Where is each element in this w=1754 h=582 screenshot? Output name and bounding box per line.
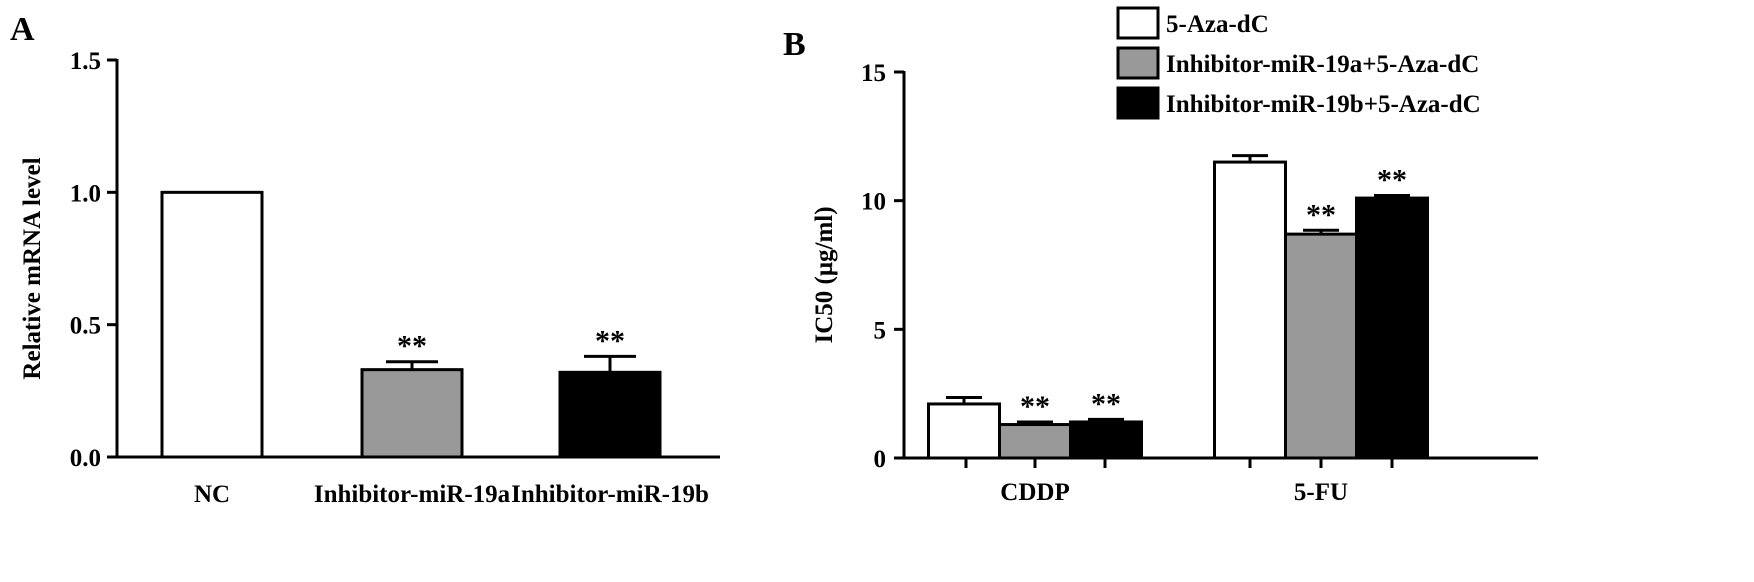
significance-marker-a: **	[397, 330, 427, 363]
category-label-a: NC	[194, 481, 230, 508]
panel-b: B 0 5 10 15 IC50 (μg/ml) ** ** CDDP ** ** 5-FU 5-Aza…	[783, 6, 1538, 506]
bar-5-fu-series-0	[1213, 160, 1287, 460]
y-tick-label-a: 1.5	[70, 48, 101, 75]
legend-swatch	[1116, 6, 1160, 40]
bar-cddp-series-0	[927, 402, 1001, 460]
y-tick-label-a: 0.5	[70, 313, 101, 340]
bar-inhibitor-mir-19b	[558, 370, 662, 459]
significance-marker-b: **	[1020, 390, 1050, 423]
bar-inhibitor-mir-19a	[360, 368, 464, 459]
legend-entry: Inhibitor-miR-19a+5-Aza-dC	[1166, 51, 1479, 78]
category-label-b: CDDP	[1000, 479, 1069, 506]
y-tick-label-b: 15	[861, 60, 886, 87]
y-axis-title-b: IC50 (μg/ml)	[811, 206, 838, 343]
bar-5-fu-series-2	[1355, 196, 1429, 460]
significance-marker-b: **	[1306, 198, 1336, 231]
bar-cddp-series-2	[1069, 420, 1143, 460]
legend-swatch	[1116, 46, 1160, 80]
category-label-a: Inhibitor-miR-19b	[511, 481, 709, 508]
panel-letter-b: B	[783, 26, 806, 63]
significance-marker-a: **	[595, 324, 625, 357]
bar-5-fu-series-1	[1284, 232, 1358, 460]
category-label-a: Inhibitor-miR-19a	[314, 481, 511, 508]
legend-b: 5-Aza-dC Inhibitor-miR-19a+5-Aza-dC Inhibi…	[1116, 6, 1481, 120]
y-tick-label-b: 0	[874, 446, 887, 473]
panel-a: A 0.0 0.5 1.0 1.5 Relative mRNA level NC ** Inhi…	[10, 11, 720, 508]
y-axis-title-a: Relative mRNA level	[19, 157, 46, 379]
bar-nc	[160, 190, 264, 459]
significance-marker-b: **	[1091, 387, 1121, 420]
y-tick-label-a: 0.0	[70, 445, 101, 472]
panel-letter-a: A	[10, 11, 35, 48]
category-label-b: 5-FU	[1294, 479, 1348, 506]
significance-marker-b: **	[1377, 164, 1407, 197]
legend-entry: Inhibitor-miR-19b+5-Aza-dC	[1166, 91, 1481, 118]
y-tick-label-a: 1.0	[70, 180, 101, 207]
legend-entry: 5-Aza-dC	[1166, 11, 1269, 38]
y-tick-label-b: 5	[874, 317, 887, 344]
bar-cddp-series-1	[998, 423, 1072, 460]
y-tick-label-b: 10	[861, 189, 886, 216]
legend-swatch	[1116, 86, 1160, 120]
